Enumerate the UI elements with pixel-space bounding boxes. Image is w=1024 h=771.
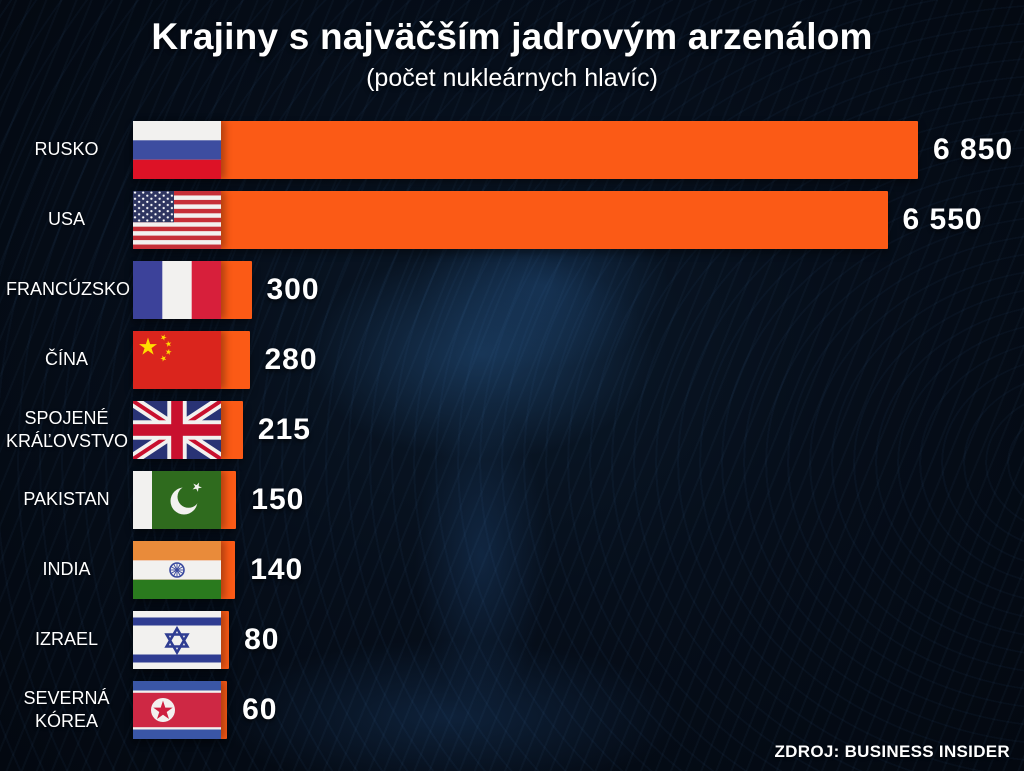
bar-value-israel: 80 bbox=[244, 623, 280, 656]
bar-france bbox=[133, 261, 252, 319]
flag-india-icon bbox=[133, 541, 221, 599]
bar-chart: RUSKO 6 850 USA bbox=[0, 121, 1013, 739]
bar-row-china: ČÍNA 280 bbox=[0, 331, 1013, 389]
bar-row-france: FRANCÚZSKO 300 bbox=[0, 261, 1013, 319]
bar-row-india: INDIA 1 bbox=[0, 541, 1013, 599]
bar-value-russia: 6 850 bbox=[933, 133, 1014, 166]
bar-row-usa: USA bbox=[0, 191, 1013, 249]
bar-value-india: 140 bbox=[250, 553, 304, 586]
country-label-russia: RUSKO bbox=[34, 139, 99, 160]
bar-value-france: 300 bbox=[266, 273, 320, 306]
country-label-north-korea: SEVERNÁ KÓREA bbox=[23, 687, 110, 731]
bar-value-pakistan: 150 bbox=[251, 483, 305, 516]
country-label-israel: IZRAEL bbox=[34, 629, 99, 650]
bar-value-usa: 6 550 bbox=[902, 203, 983, 236]
bar-value-uk: 215 bbox=[257, 413, 311, 446]
bar-pakistan bbox=[133, 471, 237, 529]
flag-france-icon bbox=[133, 261, 221, 319]
country-label-india: INDIA bbox=[42, 559, 91, 580]
flag-israel-icon bbox=[133, 611, 221, 669]
chart-title: Krajiny s najväčším jadrovým arzenálom bbox=[151, 16, 873, 57]
bar-value-china: 280 bbox=[264, 343, 318, 376]
bar-row-north-korea: SEVERNÁ KÓREA 60 bbox=[0, 681, 1013, 739]
bar-row-pakistan: PAKISTAN 150 bbox=[0, 471, 1013, 529]
bar-usa bbox=[133, 191, 888, 249]
flag-russia-icon bbox=[133, 121, 221, 179]
bar-uk bbox=[133, 401, 243, 459]
bar-north-korea bbox=[133, 681, 228, 739]
chart-subtitle: (počet nukleárnych hlavíc) bbox=[366, 63, 658, 92]
bar-israel bbox=[133, 611, 230, 669]
bar-row-uk: SPOJENÉ KRÁĽOVSTVO 215 bbox=[0, 401, 1013, 459]
bar-india bbox=[133, 541, 236, 599]
flag-pakistan-icon bbox=[133, 471, 221, 529]
country-label-france: FRANCÚZSKO bbox=[6, 279, 131, 300]
bar-row-russia: RUSKO 6 850 bbox=[0, 121, 1013, 179]
country-label-usa: USA bbox=[47, 209, 85, 230]
bar-russia bbox=[133, 121, 918, 179]
flag-united-kingdom-icon bbox=[133, 401, 221, 459]
country-label-china: ČÍNA bbox=[44, 349, 88, 370]
flag-china-icon bbox=[133, 331, 221, 389]
flag-north-korea-icon bbox=[133, 681, 221, 739]
source-credit: ZDROJ: BUSINESS INSIDER bbox=[774, 742, 1010, 761]
bar-china bbox=[133, 331, 250, 389]
country-label-uk: SPOJENÉ KRÁĽOVSTVO bbox=[6, 407, 129, 451]
country-label-pakistan: PAKISTAN bbox=[23, 489, 110, 510]
bar-row-israel: IZRAEL 80 bbox=[0, 611, 1013, 669]
flag-usa-icon bbox=[133, 191, 221, 249]
chart-header: Krajiny s najväčším jadrovým arzenálom (… bbox=[0, 16, 1024, 93]
bar-value-north-korea: 60 bbox=[242, 693, 278, 726]
